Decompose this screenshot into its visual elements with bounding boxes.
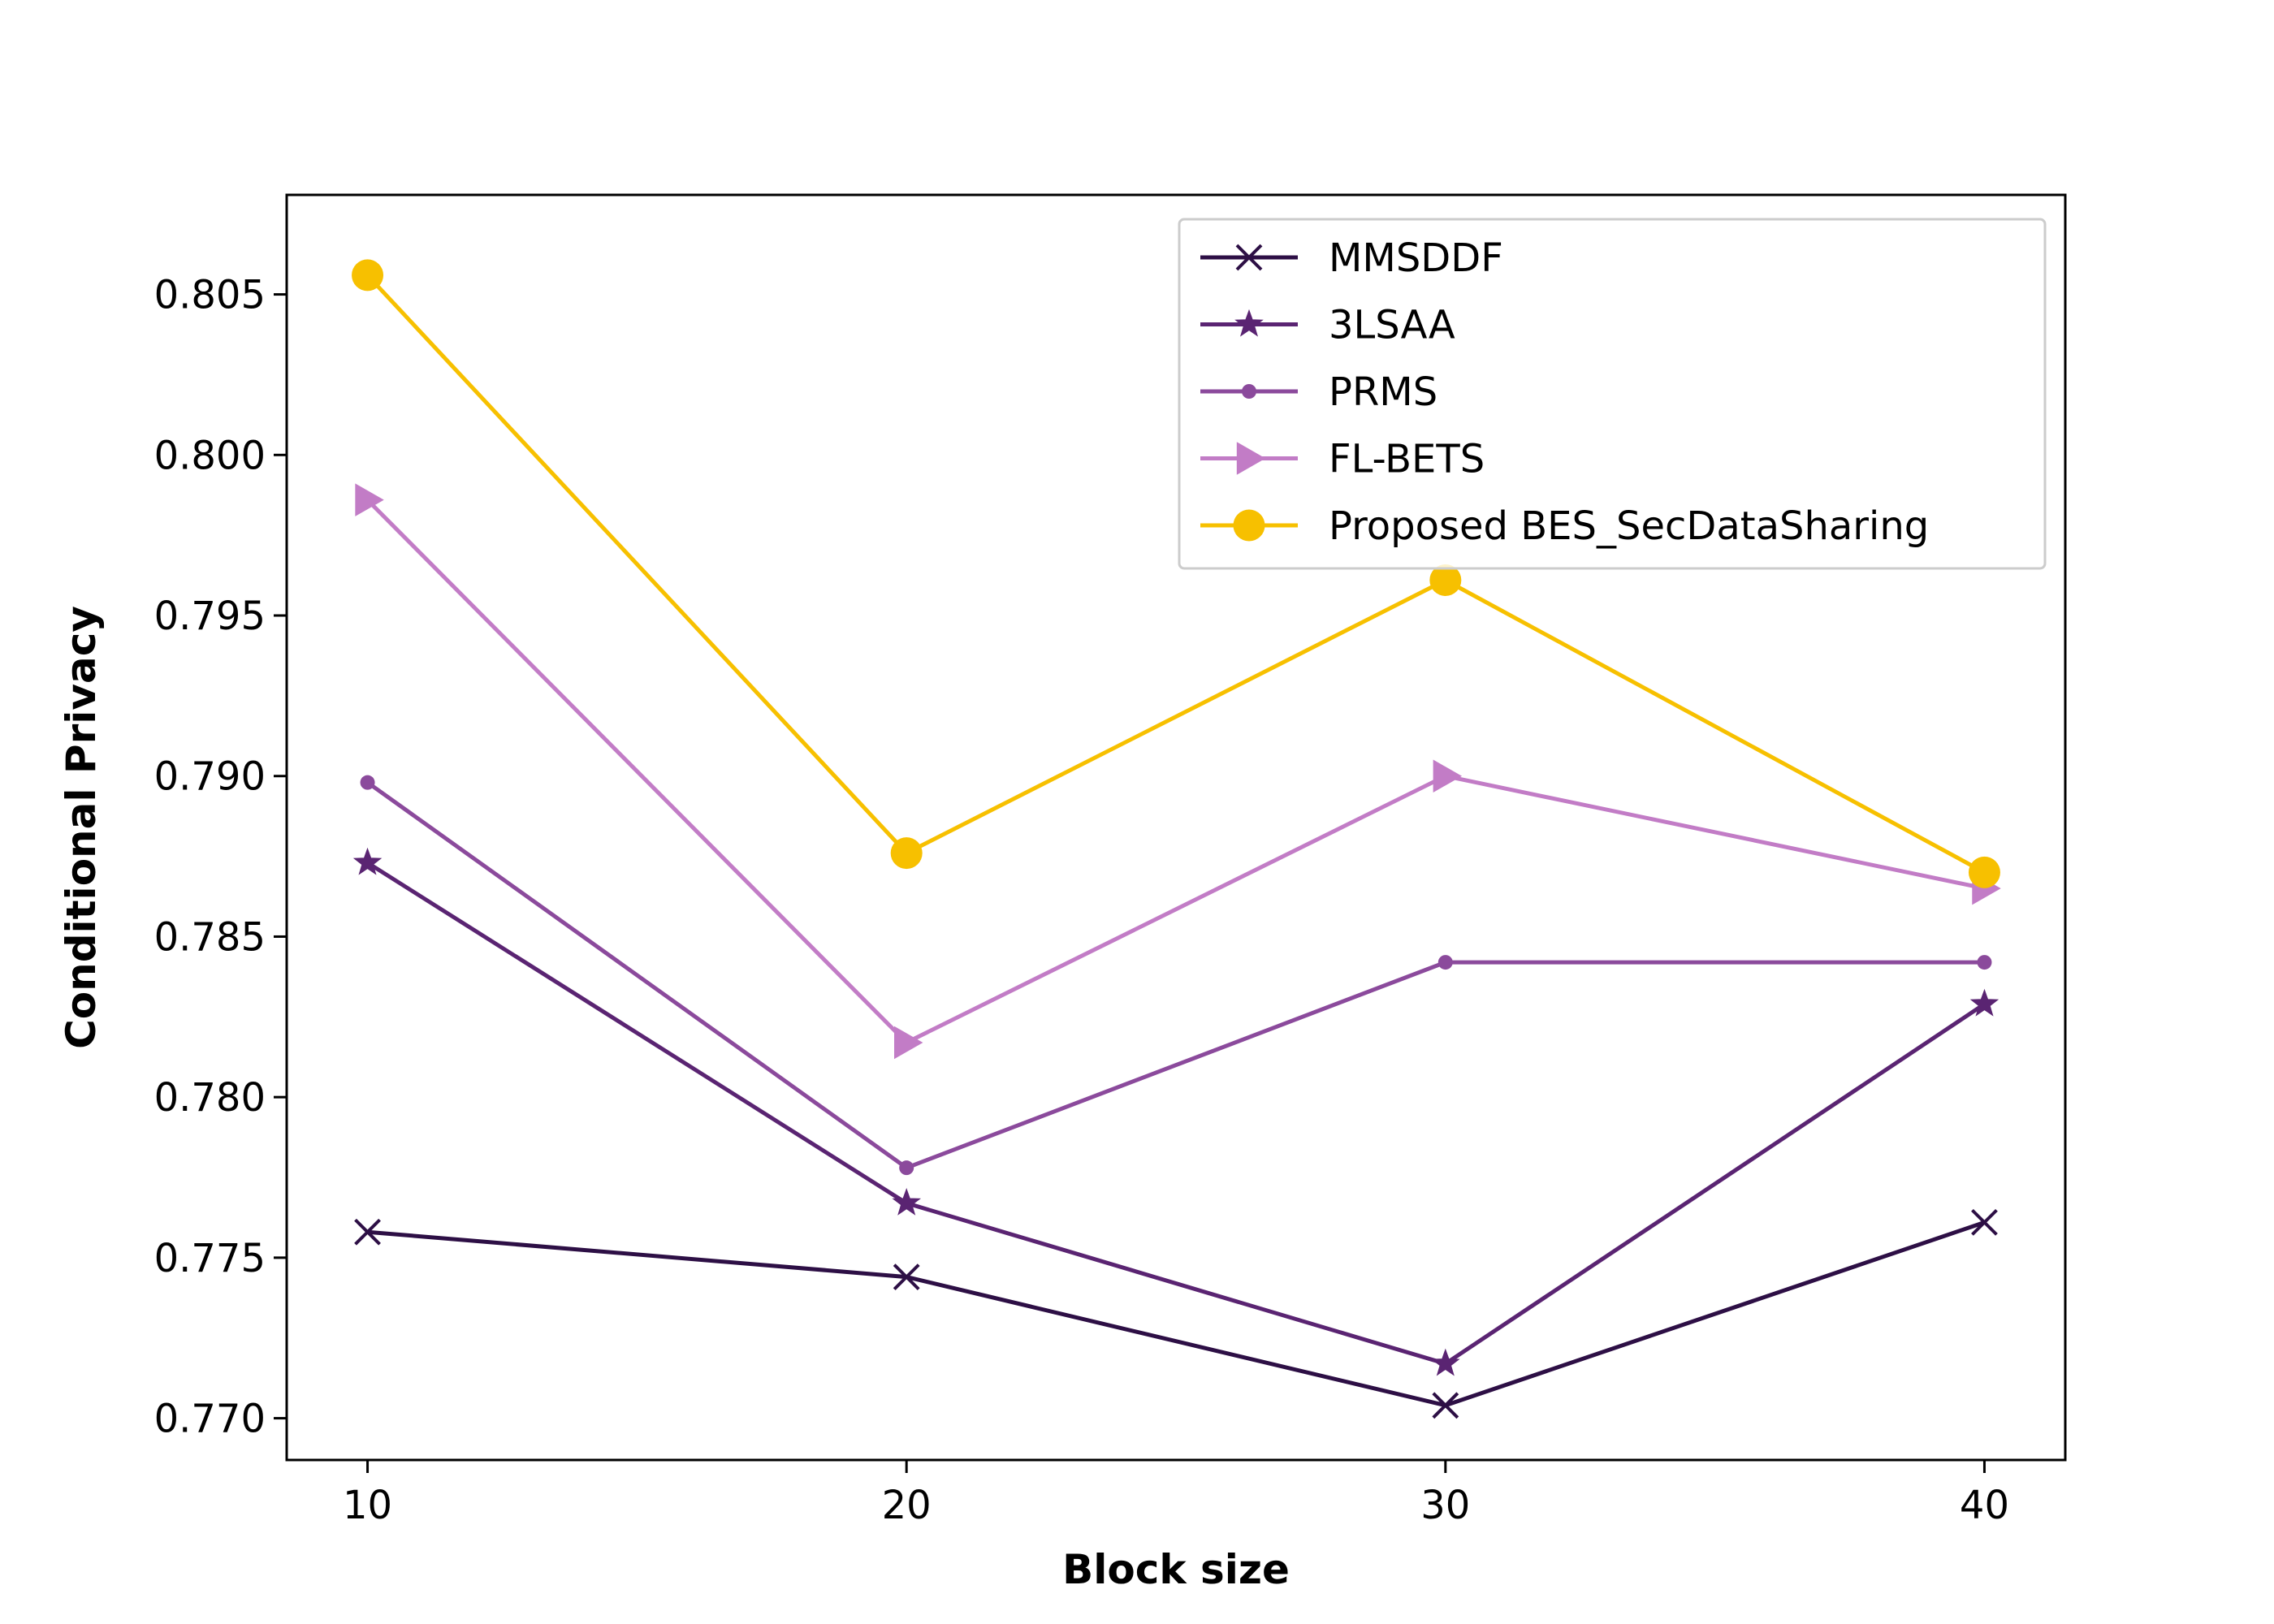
legend-label: PRMS [1329,369,1437,415]
y-tick-label: 0.775 [154,1236,266,1281]
data-point-mmsddf [354,1218,381,1246]
y-axis-label: Conditional Privacy [58,606,105,1049]
data-point-3lsaa [892,1187,922,1216]
data-point-prms [1437,955,1453,970]
series-line-fl-bets [365,498,1986,1045]
legend-item-prms: PRMS [1200,369,1437,415]
data-point-mmsddf [1432,1392,1459,1419]
series-line-3lsaa [366,861,1986,1366]
legend-item-fl-bets: FL-BETS [1200,437,1485,482]
data-point-3lsaa [352,847,383,875]
series-line-proposed-bes-secdatasharing [365,274,1986,875]
data-point-prms [360,775,375,790]
data-point-mmsddf [1971,1208,1998,1236]
legend-label: FL-BETS [1329,437,1485,482]
data-point-3lsaa [1430,1348,1460,1376]
y-tick-label: 0.785 [154,914,266,960]
series-layer [352,259,2001,1419]
x-tick-label: 10 [343,1483,392,1528]
series-mmsddf [354,1208,1998,1419]
data-point-proposed-bes-secdatasharing [890,837,923,870]
legend-marker [1234,309,1264,337]
y-axis: 0.770 0.775 0.780 0.785 0.790 0.795 0.800 0.805 [154,273,287,1442]
series-3lsaa [352,847,1999,1376]
legend-item-proposed-bes-secdatasharing: Proposed BES_SecDataSharing [1200,503,1929,549]
legend-frame [1178,218,2047,570]
series-proposed-bes-secdatasharing [352,259,2000,888]
legend: MMSDDF 3LSAA PRMS FL-BETS Proposed BES_SecDa… [1178,218,2047,570]
data-point-prms [899,1160,914,1176]
legend-label: MMSDDF [1329,235,1503,281]
x-axis-label: Block size [1062,1546,1290,1593]
legend-marker [1235,244,1263,271]
data-point-proposed-bes-secdatasharing [1429,564,1462,597]
series-line-prms [366,780,1985,1170]
series-prms [360,775,1992,1176]
y-tick-label: 0.790 [154,754,266,800]
y-tick-label: 0.805 [154,273,266,318]
x-tick-label: 30 [1420,1483,1470,1528]
legend-item-3lsaa: 3LSAA [1200,303,1455,348]
data-point-fl-bets [355,483,384,516]
legend-marker [1233,509,1265,542]
x-axis: 10 20 30 40 [343,1460,2009,1528]
data-point-mmsddf [893,1263,920,1291]
x-tick-label: 40 [1960,1483,2009,1528]
legend-marker [1242,384,1256,399]
legend-label: Proposed BES_SecDataSharing [1329,503,1929,549]
y-tick-label: 0.770 [154,1397,266,1442]
legend-marker [1236,442,1266,475]
data-point-3lsaa [1969,988,1999,1017]
data-point-proposed-bes-secdatasharing [1968,856,2000,888]
legend-label: 3LSAA [1329,303,1455,348]
y-tick-label: 0.800 [154,433,266,478]
y-tick-label: 0.780 [154,1075,266,1121]
plot-frame [285,193,2067,1462]
data-point-fl-bets [1433,759,1463,793]
legend-item-mmsddf: MMSDDF [1200,235,1503,281]
data-point-prms [1977,955,1992,970]
data-point-fl-bets [893,1026,923,1060]
y-tick-label: 0.795 [154,594,266,639]
x-tick-label: 20 [882,1483,932,1528]
series-line-mmsddf [367,1220,1986,1408]
data-point-proposed-bes-secdatasharing [352,259,384,292]
